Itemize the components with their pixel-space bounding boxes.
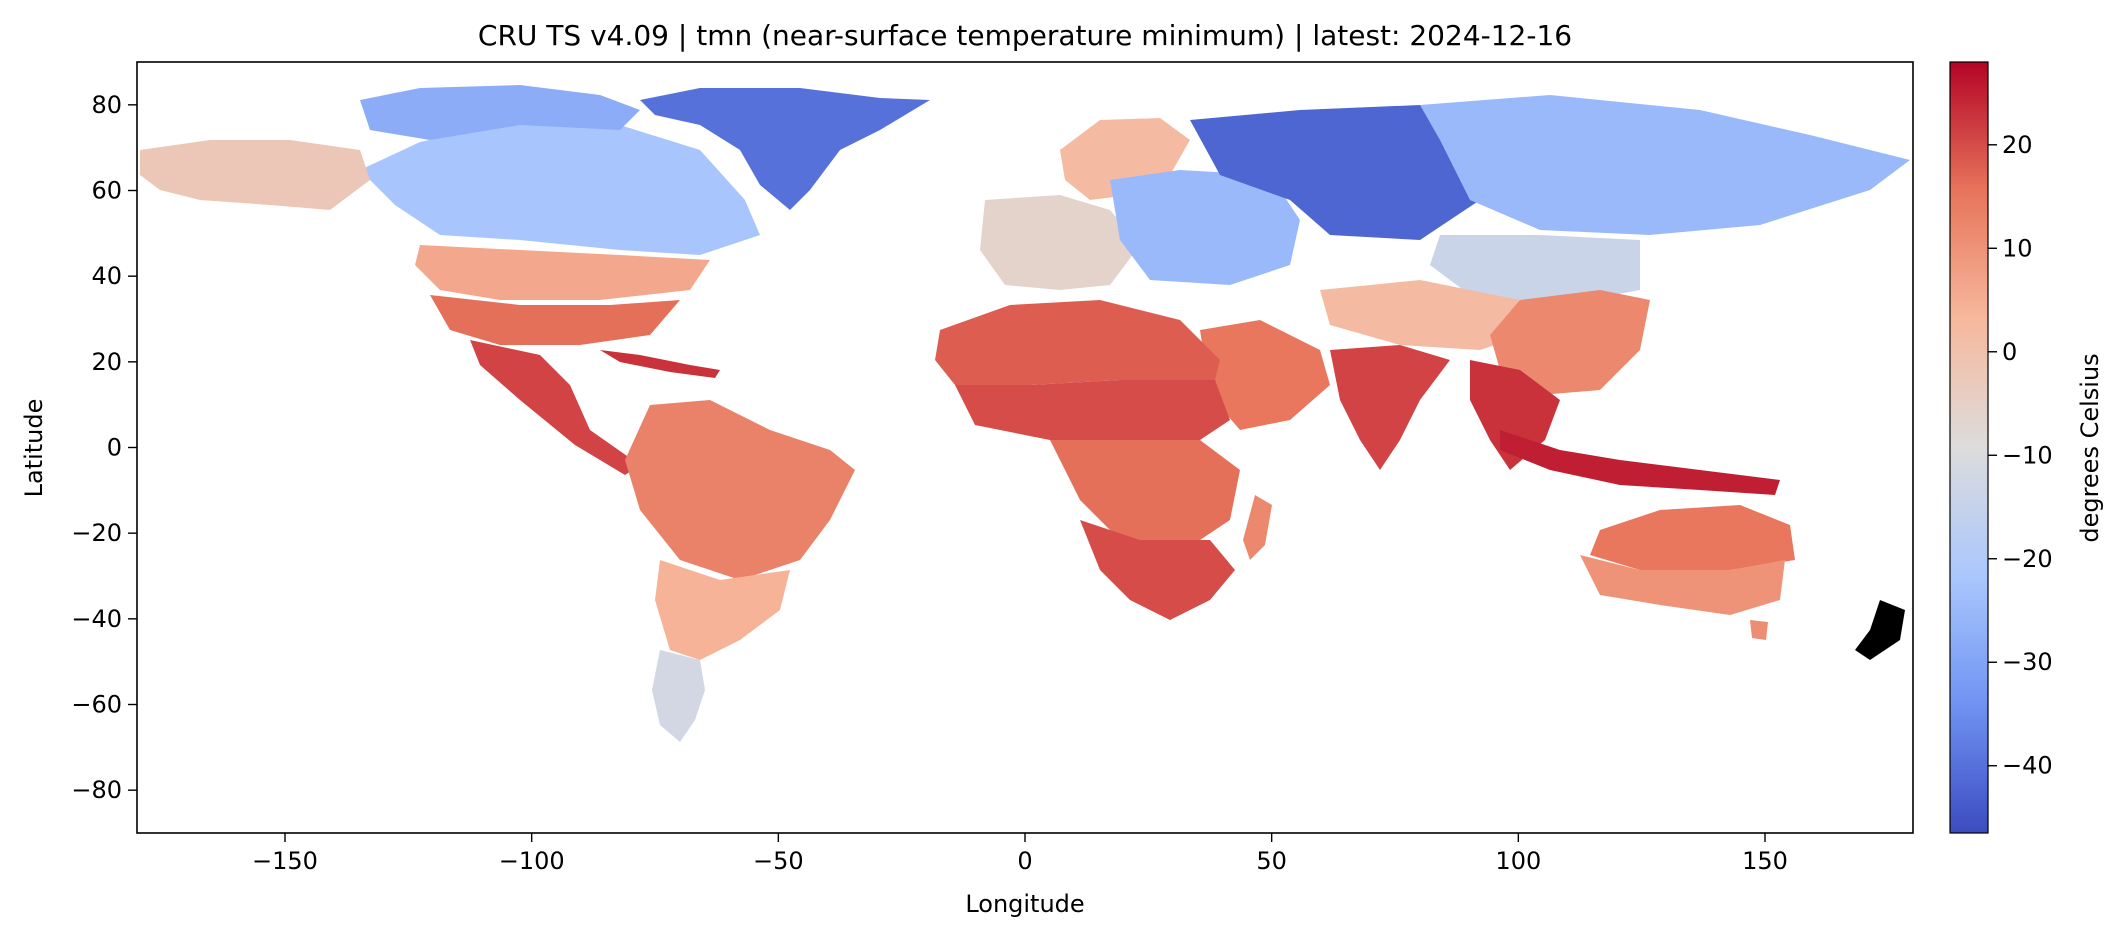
region-arabia (1200, 320, 1330, 430)
region-india (1330, 345, 1450, 470)
colorbar-tick-label: 0 (2002, 338, 2017, 366)
region-southern-usa (430, 295, 680, 345)
colorbar-ticks: 20 10 0 −10 −20 −30 −40 (1988, 131, 2053, 780)
region-madagascar (1243, 495, 1272, 560)
y-tick-label: 80 (91, 91, 122, 119)
region-greenland (640, 88, 930, 210)
x-tick-label: −150 (252, 847, 318, 875)
region-canadian-arctic (360, 85, 640, 140)
region-tasmania (1750, 620, 1768, 640)
colorbar (1949, 61, 1989, 834)
region-canada (360, 120, 760, 255)
y-tick-label: 20 (91, 348, 122, 376)
region-central-africa (1050, 440, 1240, 540)
y-axis-label: Latitude (20, 399, 48, 498)
x-axis-label: Longitude (965, 890, 1084, 918)
region-patagonia (652, 650, 705, 742)
y-tick-label: −60 (71, 691, 122, 719)
region-southern-australia (1580, 555, 1785, 615)
region-mexico-central-america (470, 340, 640, 475)
region-tibet (1320, 280, 1540, 350)
x-tick-label: 0 (1017, 847, 1032, 875)
region-alaska (140, 140, 370, 210)
colorbar-tick-label: 20 (2002, 131, 2033, 159)
region-southern-africa (1080, 520, 1235, 620)
y-tick-label: −40 (71, 605, 122, 633)
colorbar-tick-label: −30 (2002, 648, 2053, 676)
region-southern-south-america (655, 560, 790, 660)
region-western-europe (980, 195, 1140, 290)
region-eastern-siberia (1420, 95, 1910, 235)
colorbar-tick-label: −10 (2002, 441, 2053, 469)
region-amazon (625, 400, 855, 580)
y-axis: 80 60 40 20 0 −20 −40 −60 −80 (71, 91, 137, 804)
colorbar-tick-label: −20 (2002, 545, 2053, 573)
region-sahara (935, 300, 1220, 385)
x-axis: −150 −100 −50 0 50 100 150 (252, 833, 1788, 875)
region-caribbean (600, 350, 720, 378)
region-eastern-europe (1110, 170, 1300, 285)
region-mongolia (1430, 235, 1640, 305)
region-northern-australia (1590, 505, 1795, 570)
region-central-usa (415, 245, 710, 300)
chart-title: CRU TS v4.09 | tmn (near-surface tempera… (478, 19, 1572, 52)
y-tick-label: 40 (91, 262, 122, 290)
x-tick-label: 100 (1495, 847, 1541, 875)
region-western-siberia (1190, 105, 1480, 240)
x-tick-label: −50 (753, 847, 804, 875)
land-regions (140, 85, 1910, 742)
y-tick-label: 60 (91, 177, 122, 205)
region-sahel (955, 380, 1230, 440)
y-tick-label: 0 (107, 434, 122, 462)
colorbar-tick-label: −40 (2002, 752, 2053, 780)
colorbar-label: degrees Celsius (2076, 353, 2104, 542)
x-tick-label: 50 (1256, 847, 1287, 875)
x-tick-label: 150 (1742, 847, 1788, 875)
y-tick-label: −20 (71, 519, 122, 547)
x-tick-label: −100 (499, 847, 565, 875)
colorbar-tick-label: 10 (2002, 234, 2033, 262)
y-tick-label: −80 (71, 776, 122, 804)
region-china (1490, 290, 1650, 395)
region-indonesia (1500, 430, 1780, 495)
region-new-zealand (1855, 600, 1905, 660)
